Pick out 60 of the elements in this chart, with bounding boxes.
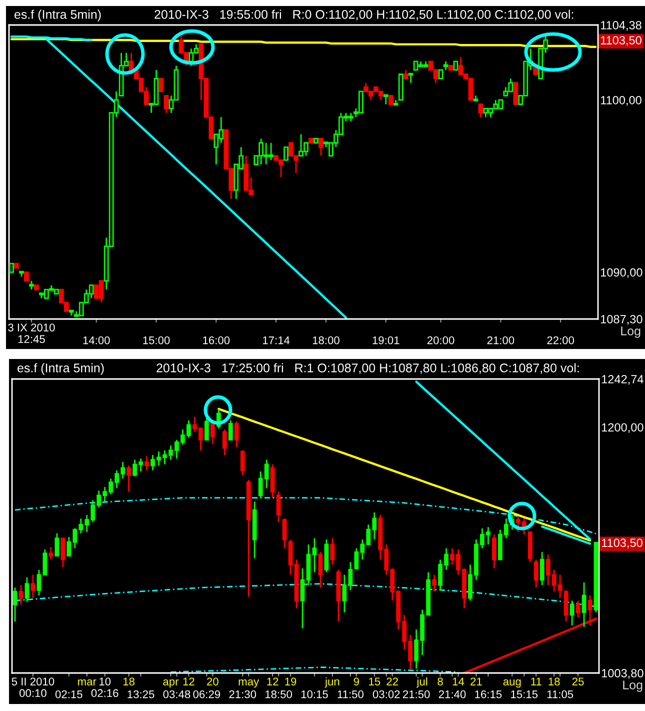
x-tick-label: 11:50 <box>338 690 364 698</box>
x-tick-label: 18 <box>548 678 560 686</box>
x-tick-label: 02:15 <box>55 690 82 698</box>
x-tick-label: 18:50 <box>265 690 292 698</box>
x-tick-label: 14 <box>452 678 464 686</box>
x-tick-label: 8 <box>438 678 443 686</box>
x-tick-label: aug <box>503 679 521 688</box>
y-tick-label: 1003,80 <box>602 669 644 679</box>
x-tick-label: 13:25 <box>128 690 154 698</box>
x-tick-label: 06:29 <box>193 690 220 698</box>
x-tick-label: 11 <box>531 678 542 686</box>
y-tick-label: 1104,38 <box>600 21 642 31</box>
x-tick-label: 21:30 <box>229 690 256 698</box>
x-tick-label: 15:00 <box>143 336 170 344</box>
x-tick-label: 22:00 <box>547 336 574 344</box>
x-tick-label: 5 II 2010 00:10 <box>12 678 54 698</box>
chart-title: es.f (Intra 5min) <box>14 10 101 22</box>
x-tick-label: jun <box>324 677 340 688</box>
x-tick-label: 19 <box>285 678 296 686</box>
x-tick-label: 16:15 <box>475 690 502 698</box>
x-tick-label: 19:01 <box>372 336 400 344</box>
x-tick-label: 15:15 <box>511 690 538 698</box>
y-tick-label: 1090,00 <box>600 268 642 278</box>
y-tick-label: 1103,50 <box>600 36 642 46</box>
x-tick-label: 25 <box>572 678 584 686</box>
text: Log <box>621 326 640 338</box>
x-tick-label: apr <box>163 679 179 688</box>
y-tick-label: 1200,00 <box>602 423 644 433</box>
y-tick-label: 1087,30 <box>600 315 642 325</box>
x-tick-label: 22 <box>386 678 398 686</box>
text: Log <box>623 680 642 692</box>
x-tick-label: 18:00 <box>312 336 340 344</box>
x-tick-label: 17:14 <box>262 336 290 344</box>
x-tick-label: 18 <box>123 678 134 686</box>
x-tick-label: 21:40 <box>438 690 466 698</box>
chart-title: es.f (Intra 5min) <box>18 363 104 375</box>
x-tick-label: 03:02 <box>372 690 400 698</box>
x-tick-label: 9 <box>354 678 359 686</box>
x-tick-label: 21 <box>470 678 482 686</box>
x-tick-label: may <box>238 679 260 688</box>
chart-subtitle: 2010-IX-3 17:25:00 fri R:1 O:1087,00 H:1087,80 L:1086,80 C:1087,80 vol: <box>156 363 579 374</box>
x-tick-label: 3 IX 2010 12:45 <box>8 324 55 344</box>
x-tick-label: 10:15 <box>301 690 328 698</box>
x-tick-label: 20:00 <box>427 336 454 344</box>
x-tick-label: 12 <box>267 678 278 686</box>
x-tick-label: jul <box>416 677 428 688</box>
x-tick-label: 15 <box>369 678 380 686</box>
x-tick-label: 21:00 <box>487 336 514 344</box>
chart-subtitle: 2010-IX-3 19:55:00 fri R:0 O:1102,00 H:1102,50 L:1102,00 C:1102,00 vol: <box>154 10 574 20</box>
x-tick-label: 16:00 <box>203 336 230 344</box>
x-tick-label: 14:00 <box>83 336 110 344</box>
x-tick-label: 03:48 <box>163 690 190 698</box>
x-tick-label: 21:50 <box>402 690 430 698</box>
x-tick-label: mar <box>78 679 96 686</box>
y-tick-label: 1103,50 <box>602 538 642 548</box>
x-tick-label: 11:05 <box>547 690 574 698</box>
y-tick-label: 1100,00 <box>600 96 642 106</box>
x-tick-label: 12 <box>183 678 194 686</box>
y-tick-label: 1242,74 <box>602 375 644 385</box>
x-tick-label: 20 <box>207 678 218 686</box>
